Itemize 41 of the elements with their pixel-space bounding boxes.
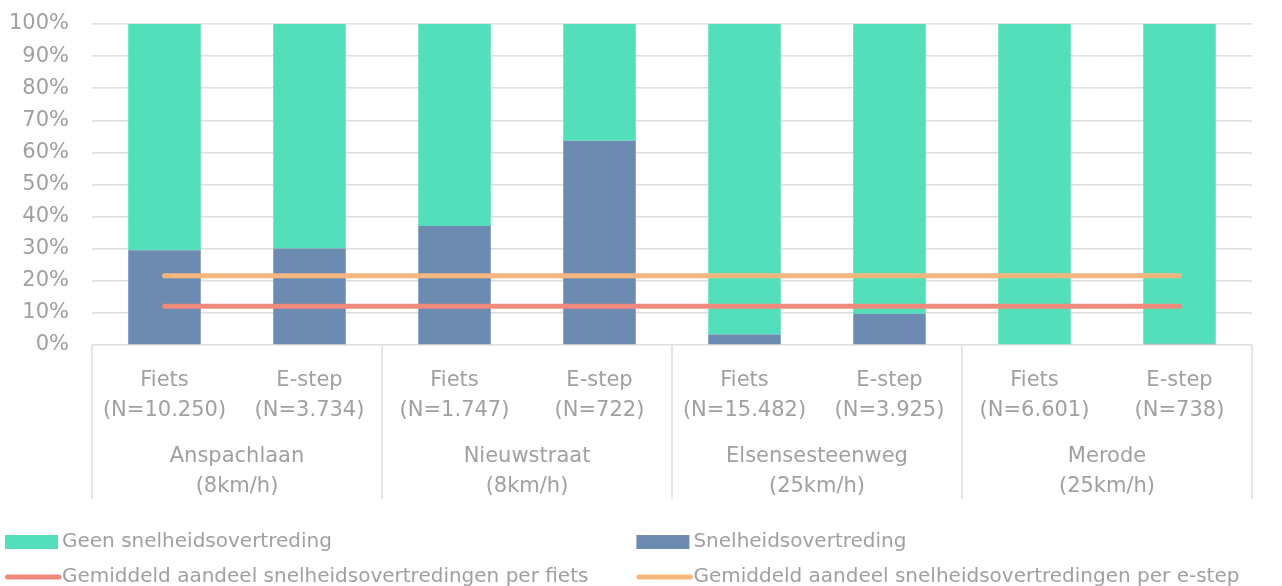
bar [998, 24, 1071, 345]
text: Anspachlaan (8km/h) [169, 443, 305, 498]
y-tick-label: 90% [22, 42, 69, 67]
y-tick-label: 50% [22, 170, 69, 195]
x-tick-label: Fiets (N=10.250) [102, 366, 227, 422]
bar [128, 24, 201, 251]
bar [128, 250, 201, 345]
y-tick-label: 70% [22, 106, 69, 131]
bar [1143, 24, 1216, 344]
bar [418, 24, 491, 226]
x-tick-label: E-step (N=3.925) [834, 366, 945, 422]
legend-label: Geen snelheidsovertreding [62, 528, 332, 553]
legend-label: Gemiddeld aandeel snelheidsovertredingen per e-step [693, 563, 1240, 586]
y-tick-label: 60% [22, 138, 69, 163]
bar [273, 248, 346, 345]
x-tick-label: E-step (N=738) [1134, 366, 1225, 422]
bar [563, 24, 636, 141]
x-tick-label: Fiets (N=6.601) [979, 366, 1090, 422]
y-tick-label: 30% [22, 235, 69, 260]
bar [708, 24, 781, 335]
legend-label: Gemiddeld aandeel snelheidsovertredingen per fiets [62, 563, 589, 586]
text: Merode (25km/h) [1058, 443, 1156, 498]
y-tick-label: 80% [22, 74, 69, 99]
y-tick-label: 20% [22, 267, 69, 292]
text: Nieuwstraat (8km/h) [463, 443, 591, 498]
x-tick-label: Fiets (N=1.747) [399, 366, 510, 422]
bar [273, 24, 346, 249]
bar [563, 140, 636, 345]
x-tick-label: Fiets (N=15.482) [682, 366, 807, 422]
y-tick-label: 40% [22, 203, 69, 228]
bar [853, 313, 926, 345]
legend-label: Snelheidsovertreding [693, 528, 907, 553]
y-tick-label: 0% [35, 331, 69, 356]
bar [853, 24, 926, 314]
x-tick-label: E-step (N=722) [554, 366, 645, 422]
bar [418, 225, 491, 345]
y-tick-label: 10% [22, 299, 69, 324]
bar [708, 334, 781, 345]
text: Elsensesteenweg (25km/h) [726, 443, 908, 498]
y-tick-label: 100% [8, 10, 69, 35]
x-tick-label: E-step (N=3.734) [254, 366, 365, 422]
